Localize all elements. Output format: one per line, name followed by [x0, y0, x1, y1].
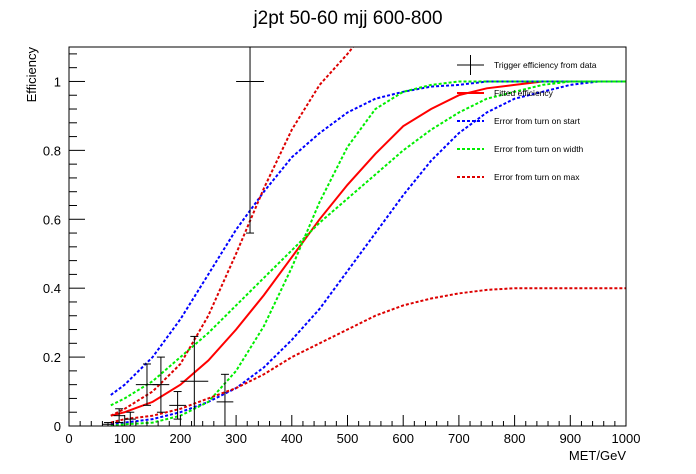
data-point-7: [152, 356, 170, 413]
y-tick-label-4: 0.8: [43, 143, 61, 158]
x-tick-label-2: 200: [170, 431, 192, 446]
x-tick-label-4: 400: [281, 431, 303, 446]
x-tick-label-3: 300: [225, 431, 247, 446]
data-point-8: [169, 391, 186, 420]
y-tick-label-0: 0: [54, 419, 61, 434]
y-axis-label: Efficiency: [24, 47, 39, 103]
legend-label: Fitted efficiency: [494, 88, 554, 98]
series-line-2: [110, 80, 626, 426]
curves-layer: [110, 47, 626, 426]
x-axis-label: MET/GeV: [569, 448, 626, 463]
data-point-10: [216, 373, 234, 427]
series-line-4: [110, 80, 626, 426]
x-tick-label-6: 600: [392, 431, 414, 446]
y-tick-label-1: 0.2: [43, 350, 61, 365]
data-point-4: [113, 408, 125, 424]
x-tick-label-0: 0: [65, 431, 72, 446]
chart-title: j2pt 50-60 mjj 600-800: [252, 8, 442, 29]
series-line-5: [110, 47, 355, 417]
x-tick-label-9: 900: [559, 431, 581, 446]
legend-label: Trigger efficiency from data: [494, 60, 597, 70]
legend-label: Error from turn on width: [494, 144, 584, 154]
x-tick-label-5: 500: [337, 431, 359, 446]
series-line-6: [110, 287, 626, 424]
series-line-3: [110, 80, 626, 407]
axes-layer: 0 100 200 300 400 500 600 700 800 900 1000 0 0.2 0.4 0…: [43, 53, 641, 446]
series-line-0: [110, 80, 626, 417]
legend-item-2: Error from turn on start: [457, 116, 581, 126]
x-tick-label-1: 100: [114, 431, 136, 446]
y-tick-label-2: 0.4: [43, 281, 61, 296]
x-tick-label-7: 700: [448, 431, 470, 446]
legend-label: Error from turn on max: [494, 172, 580, 182]
legend-item-0: Trigger efficiency from data: [457, 55, 597, 75]
legend-item-4: Error from turn on max: [457, 172, 580, 182]
y-tick-label-3: 0.6: [43, 212, 61, 227]
legend-item-3: Error from turn on width: [457, 144, 584, 154]
legend-item-1: Fitted efficiency: [457, 88, 554, 98]
legend-label: Error from turn on start: [494, 116, 581, 126]
y-tick-label-5: 1: [54, 74, 61, 89]
x-tick-label-8: 800: [504, 431, 526, 446]
series-line-1: [110, 80, 626, 396]
legend: Trigger efficiency from data Fitted effic…: [457, 55, 597, 182]
x-tick-label-10: 1000: [612, 431, 641, 446]
plot-frame: [68, 46, 627, 427]
data-point-11: [236, 46, 264, 234]
